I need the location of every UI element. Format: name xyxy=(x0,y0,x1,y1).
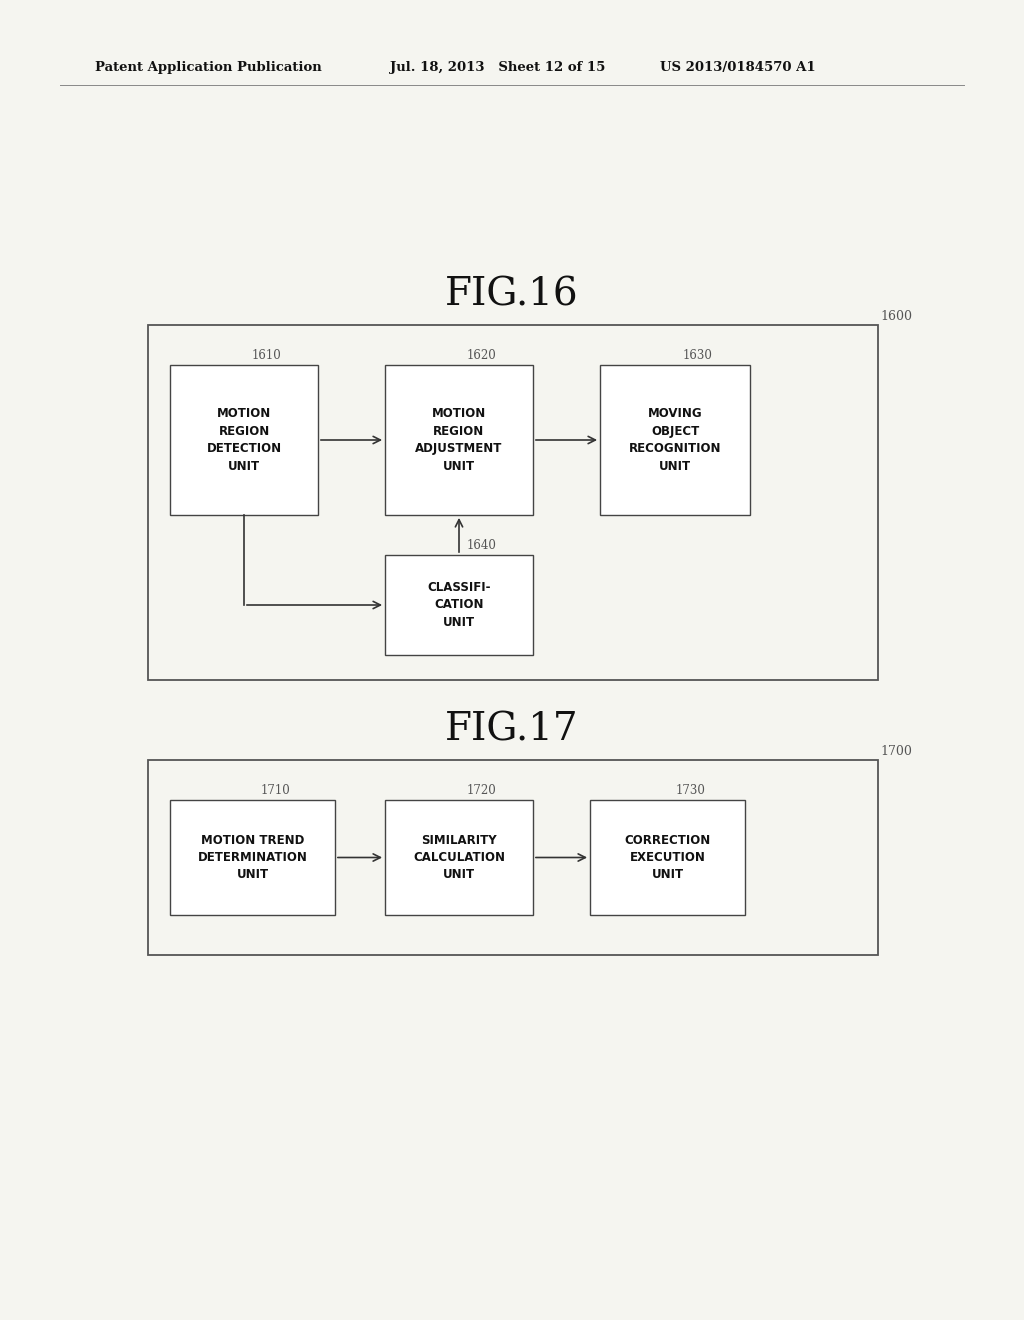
Text: CORRECTION
EXECUTION
UNIT: CORRECTION EXECUTION UNIT xyxy=(625,833,711,882)
Bar xyxy=(600,366,750,515)
Text: 1600: 1600 xyxy=(880,310,912,323)
Bar xyxy=(385,800,534,915)
Text: MOTION TREND
DETERMINATION
UNIT: MOTION TREND DETERMINATION UNIT xyxy=(198,833,307,882)
Text: MOTION
REGION
DETECTION
UNIT: MOTION REGION DETECTION UNIT xyxy=(207,408,282,473)
Text: MOVING
OBJECT
RECOGNITION
UNIT: MOVING OBJECT RECOGNITION UNIT xyxy=(629,408,721,473)
Text: 1700: 1700 xyxy=(880,744,912,758)
Bar xyxy=(590,800,745,915)
Text: MOTION
REGION
ADJUSTMENT
UNIT: MOTION REGION ADJUSTMENT UNIT xyxy=(416,408,503,473)
Text: Patent Application Publication: Patent Application Publication xyxy=(95,62,322,74)
Bar xyxy=(170,366,318,515)
Bar xyxy=(385,554,534,655)
Text: FIG.17: FIG.17 xyxy=(445,711,579,748)
Text: CLASSIFI-
CATION
UNIT: CLASSIFI- CATION UNIT xyxy=(427,581,490,630)
Text: 1630: 1630 xyxy=(683,348,713,362)
Bar xyxy=(148,325,878,680)
Text: SIMILARITY
CALCULATION
UNIT: SIMILARITY CALCULATION UNIT xyxy=(413,833,505,882)
Text: FIG.16: FIG.16 xyxy=(445,276,579,314)
Text: 1730: 1730 xyxy=(675,784,706,797)
Text: US 2013/0184570 A1: US 2013/0184570 A1 xyxy=(660,62,816,74)
Text: Jul. 18, 2013   Sheet 12 of 15: Jul. 18, 2013 Sheet 12 of 15 xyxy=(390,62,605,74)
Bar xyxy=(148,760,878,954)
Text: 1620: 1620 xyxy=(466,348,497,362)
Bar xyxy=(385,366,534,515)
Text: 1720: 1720 xyxy=(466,784,497,797)
Text: 1640: 1640 xyxy=(466,539,497,552)
Text: 1610: 1610 xyxy=(252,348,282,362)
Bar xyxy=(170,800,335,915)
Text: 1710: 1710 xyxy=(261,784,291,797)
